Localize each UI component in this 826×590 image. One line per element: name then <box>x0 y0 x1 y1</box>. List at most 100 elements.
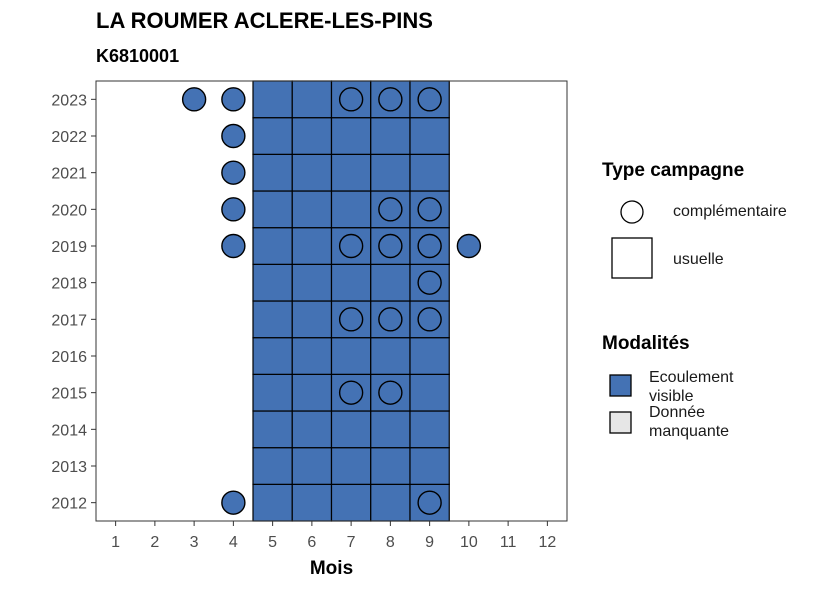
complementaire-point <box>221 490 246 515</box>
usuelle-cell <box>291 263 333 302</box>
legend-mod-title: Modalités <box>602 333 690 354</box>
usuelle-cell <box>291 153 333 192</box>
x-tick-label: 5 <box>268 534 277 551</box>
legend-label-donnee-line2: manquante <box>649 423 730 440</box>
complementaire-points <box>181 87 482 515</box>
usuelle-cell <box>370 153 411 192</box>
legend-label-usuelle: usuelle <box>673 251 724 268</box>
x-tick-label: 4 <box>229 534 238 551</box>
complementaire-point <box>417 87 442 112</box>
complementaire-point <box>221 87 246 112</box>
complementaire-point <box>338 233 364 259</box>
complementaire-point <box>417 197 442 222</box>
y-tick-label: 2018 <box>51 276 87 293</box>
y-tick-label: 2013 <box>51 459 87 476</box>
usuelle-cell <box>330 153 372 192</box>
usuelle-cell <box>370 117 411 155</box>
complementaire-point <box>417 233 442 259</box>
y-tick-label: 2014 <box>51 422 87 439</box>
usuelle-cell <box>291 410 333 449</box>
complementaire-point <box>417 270 442 295</box>
usuelle-cell <box>330 410 372 449</box>
legend-item-usuelle: usuelle <box>602 236 822 282</box>
usuelle-cell <box>252 117 293 155</box>
usuelle-cell <box>330 117 372 155</box>
complementaire-point <box>221 160 246 185</box>
y-tick-label: 2023 <box>51 92 87 109</box>
chart-subtitle: K6810001 <box>96 46 180 66</box>
y-tick-label: 2016 <box>51 349 87 366</box>
complementaire-point <box>338 307 364 332</box>
usuelle-cell <box>291 117 333 155</box>
usuelle-cell <box>330 447 372 485</box>
usuelle-cell <box>370 483 411 522</box>
complementaire-point <box>417 490 442 515</box>
usuelle-cell <box>370 410 411 449</box>
usuelle-cell <box>370 337 411 375</box>
legend-item-donnee-manquante: Donnée manquante <box>602 404 822 442</box>
x-tick-label: 1 <box>111 534 120 551</box>
legend-label-ecoulement-line1: Ecoulement <box>649 369 734 386</box>
y-tick-label: 2020 <box>51 202 87 219</box>
x-tick-label: 2 <box>150 534 159 551</box>
legend-item-complementaire: complémentaire <box>602 198 822 228</box>
chart-title: LA ROUMER ACLERE-LES-PINS <box>96 8 433 33</box>
square-icon <box>611 237 653 279</box>
usuelle-cell <box>291 447 333 485</box>
complementaire-point <box>378 233 403 259</box>
x-axis-ticks: 1 2 3 4 5 6 7 8 9 10 11 12 <box>111 521 556 551</box>
usuelle-cell <box>291 80 333 119</box>
usuelle-cell <box>252 263 293 302</box>
complementaire-point <box>378 380 403 405</box>
complementaire-point <box>378 307 403 332</box>
usuelle-cell <box>252 190 293 229</box>
y-tick-label: 2015 <box>51 386 87 403</box>
x-tick-label: 9 <box>425 534 434 551</box>
legend-modalites: Modalités Ecoulement visible Donnée manq… <box>602 333 822 453</box>
y-tick-label: 2012 <box>51 496 87 513</box>
complementaire-point <box>417 307 442 332</box>
legend-label-complementaire: complémentaire <box>673 203 787 220</box>
x-tick-label: 10 <box>460 534 478 551</box>
legend-item-ecoulement-visible: Ecoulement visible <box>602 369 822 405</box>
usuelle-cell <box>330 263 372 302</box>
complementaire-point <box>378 87 403 112</box>
legend-type-campagne: Type campagne complémentaire usuelle <box>602 160 822 290</box>
swatch-donnee-manquante <box>609 411 632 434</box>
y-tick-label: 2017 <box>51 312 87 329</box>
usuelle-cell <box>370 447 411 485</box>
usuelle-cell <box>291 337 333 375</box>
complementaire-point <box>456 233 482 259</box>
y-tick-label: 2021 <box>51 166 87 183</box>
x-tick-label: 6 <box>307 534 316 551</box>
usuelle-cell <box>409 153 450 192</box>
complementaire-point <box>378 197 403 222</box>
usuelle-cell <box>291 190 333 229</box>
complementaire-point <box>221 233 246 259</box>
usuelle-cell <box>409 447 450 485</box>
complementaire-point <box>221 123 246 149</box>
complementaire-point <box>181 87 207 112</box>
usuelle-cell <box>370 263 411 302</box>
y-tick-label: 2022 <box>51 129 87 146</box>
complementaire-point <box>338 380 364 405</box>
usuelle-cell <box>330 190 372 229</box>
usuelle-cell <box>252 337 293 375</box>
swatch-ecoulement-visible <box>609 374 632 397</box>
usuelle-cell <box>252 410 293 449</box>
x-tick-label: 12 <box>538 534 556 551</box>
panel-border <box>95 80 568 522</box>
usuelle-cell <box>409 337 450 375</box>
usuelle-cell <box>252 80 293 119</box>
usuelle-cell <box>252 373 293 412</box>
usuelle-cell <box>291 483 333 522</box>
x-axis-title: Mois <box>310 558 353 579</box>
complementaire-point <box>338 87 364 112</box>
usuelle-cell <box>291 227 333 265</box>
usuelle-cell <box>252 227 293 265</box>
legend-label-ecoulement-line2: visible <box>649 388 694 405</box>
usuelle-cell <box>252 153 293 192</box>
usuelle-cell <box>330 337 372 375</box>
usuelle-cell <box>291 300 333 339</box>
y-tick-label: 2019 <box>51 239 87 256</box>
